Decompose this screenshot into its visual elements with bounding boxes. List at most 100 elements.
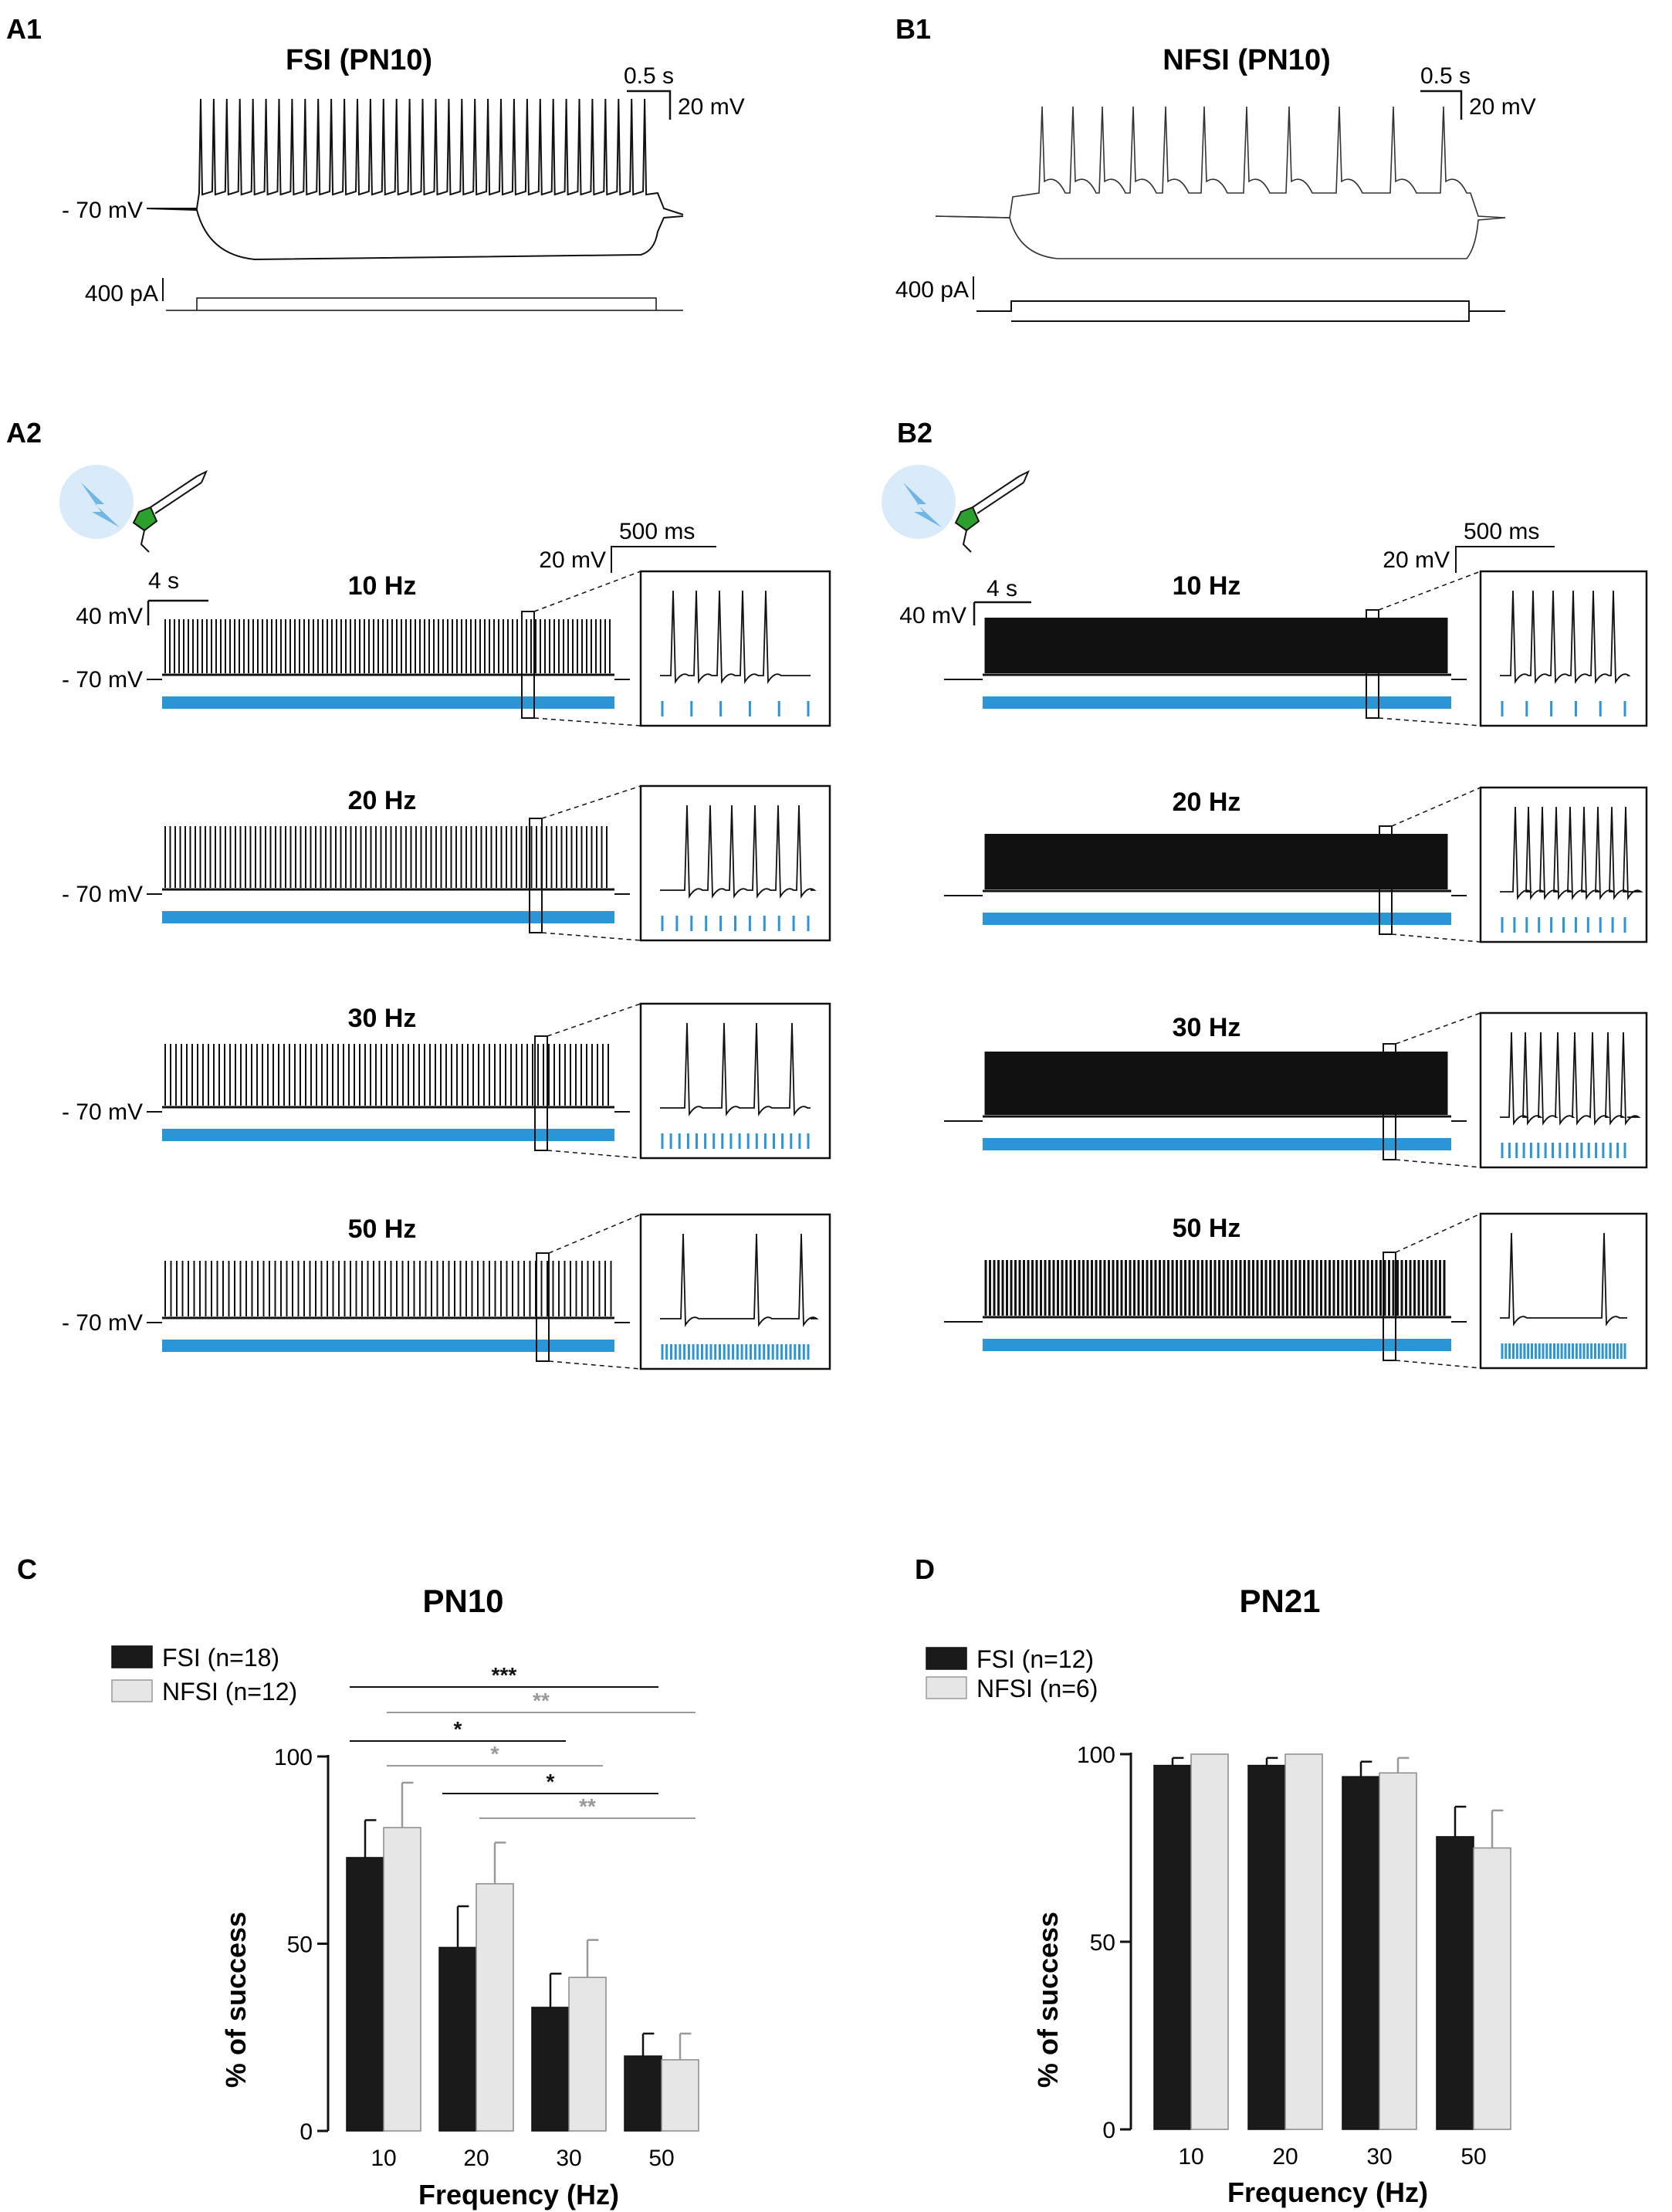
light-stimulus-bar <box>983 696 1451 709</box>
x-tick-label: 50 <box>648 2146 674 2171</box>
spike-train <box>984 1052 1448 1115</box>
light-stimulus-bar <box>162 696 614 709</box>
scale-voltage-b2: 40 mV <box>899 603 966 628</box>
frequency-label: 50 Hz <box>348 1214 417 1244</box>
zoom-box <box>1379 825 1393 935</box>
inset-voltage-a2: 20 mV <box>539 547 606 573</box>
row-b2-30hz: 30 Hz <box>944 1011 1648 1169</box>
resting-label: - 70 mV <box>62 667 143 693</box>
scale-bar-a2 <box>147 599 208 625</box>
inset-trace <box>1500 590 1631 684</box>
panel-b2: B2 4 s 40 mV 500 ms 20 mV 10 Hz 20 Hz 30 H… <box>882 417 1648 1370</box>
y-axis-label-c: % of success <box>220 1912 252 2088</box>
scale-voltage-a1: 20 mV <box>678 94 745 120</box>
inset-scale-bar-a2 <box>611 546 716 573</box>
inset-light-pulses <box>661 916 810 931</box>
zoom-connector <box>533 717 641 727</box>
bar-nfsi-50 <box>1473 1847 1511 2130</box>
inset-box <box>1479 1212 1648 1370</box>
zoom-connector <box>533 571 641 612</box>
zoom-connector <box>1391 933 1481 943</box>
inset-trace <box>1500 1232 1627 1326</box>
x-tick-label: 50 <box>1460 2144 1486 2170</box>
bar-nfsi-20 <box>476 1883 514 2132</box>
inset-box <box>639 1213 831 1370</box>
frequency-label: 30 Hz <box>1173 1013 1241 1042</box>
bar-nfsi-50 <box>661 2059 699 2132</box>
bar-fsi-20 <box>438 1946 477 2132</box>
zoom-connector <box>1395 1012 1481 1045</box>
panel-b1: B1 NFSI (PN10) 0.5 s 20 mV 400 pA <box>895 13 1536 322</box>
inset-trace <box>660 1233 819 1327</box>
light-stimulus-bar <box>983 1138 1451 1150</box>
legend-label-nfsi-d: NFSI (n=6) <box>976 1675 1098 1702</box>
panel-label-a2: A2 <box>6 417 42 449</box>
inset-trace <box>1500 806 1643 900</box>
legend-label-fsi-c: FSI (n=18) <box>162 1644 279 1672</box>
optogenetic-cell-icon <box>59 465 208 553</box>
inset-trace <box>660 1022 811 1116</box>
frequency-label: 20 Hz <box>348 786 417 815</box>
inset-trace <box>1500 1031 1641 1126</box>
bar-fsi-30 <box>1342 1776 1380 2130</box>
bar-fsi-50 <box>624 2055 662 2132</box>
chart-title-d: PN21 <box>1239 1583 1320 1619</box>
light-stimulus-bar <box>162 1129 614 1141</box>
y-tick-label: 0 <box>1102 2118 1115 2143</box>
bar-nfsi-10 <box>1190 1753 1229 2130</box>
panel-label-a1: A1 <box>6 13 42 45</box>
significance-label: * <box>491 1742 499 1766</box>
resting-label: - 70 mV <box>62 882 143 907</box>
inset-box <box>1479 786 1648 943</box>
bar-fsi-50 <box>1436 1836 1474 2130</box>
row-a2-30hz: 30 Hz - 70 mV <box>62 1002 831 1160</box>
x-tick-label: 10 <box>371 2146 396 2171</box>
bar-nfsi-10 <box>383 1827 421 2132</box>
legend-swatch-fsi-c <box>111 1645 153 1668</box>
row-b2-20hz: 20 Hz <box>944 786 1648 943</box>
row-b2-50hz: 50 Hz <box>944 1212 1648 1370</box>
panel-label-c: C <box>17 1553 37 1585</box>
x-tick-label: 20 <box>463 2146 489 2171</box>
current-step-a1 <box>166 297 683 311</box>
significance-label: * <box>547 1770 555 1794</box>
inset-trace <box>660 590 811 684</box>
light-stimulus-bar <box>162 1340 614 1352</box>
scale-time-b1: 0.5 s <box>1420 63 1471 89</box>
zoom-connector <box>1395 1159 1481 1168</box>
inset-light-pulses <box>1501 701 1626 716</box>
x-tick-label: 30 <box>1366 2144 1392 2170</box>
resting-label: - 70 mV <box>62 1310 143 1336</box>
inset-scale-bar-b2 <box>1455 546 1555 573</box>
inset-trace <box>660 805 817 899</box>
inset-box <box>639 1002 831 1160</box>
inset-time-a2: 500 ms <box>619 519 695 544</box>
current-b1: 400 pA <box>895 277 969 303</box>
x-tick-label: 30 <box>556 2146 581 2171</box>
frequency-label: 20 Hz <box>1173 788 1241 817</box>
trace-a1-hyperpolarizing <box>146 208 684 261</box>
scale-time-a1: 0.5 s <box>624 63 674 89</box>
zoom-box <box>529 818 543 933</box>
chart-title-c: PN10 <box>422 1583 503 1619</box>
inset-light-pulses <box>661 1133 810 1149</box>
scale-bar-b1 <box>1420 90 1463 120</box>
x-tick-label: 20 <box>1272 2144 1298 2170</box>
significance-label: ** <box>579 1794 596 1818</box>
zoom-box <box>521 611 535 719</box>
panel-a2: A2 4 s 40 mV 500 ms 20 mV 10 Hz- 70 mV20… <box>6 417 831 1370</box>
legend-c: FSI (n=18) NFSI (n=12) <box>111 1644 297 1706</box>
scale-voltage-b1: 20 mV <box>1469 94 1536 120</box>
x-axis-label-d: Frequency (Hz) <box>1227 2176 1428 2208</box>
inset-light-pulses <box>1501 1343 1626 1359</box>
row-a2-20hz: 20 Hz - 70 mV <box>62 784 831 942</box>
spike-train <box>984 834 1448 889</box>
zoom-connector <box>548 1214 641 1254</box>
panel-label-b1: B1 <box>895 13 931 45</box>
x-axis-label-c: Frequency (Hz) <box>418 2179 619 2210</box>
panel-label-b2: B2 <box>897 417 932 449</box>
y-tick-label: 50 <box>287 1933 313 1958</box>
scale-time-a2: 4 s <box>148 568 179 594</box>
zoom-connector <box>547 1150 641 1159</box>
